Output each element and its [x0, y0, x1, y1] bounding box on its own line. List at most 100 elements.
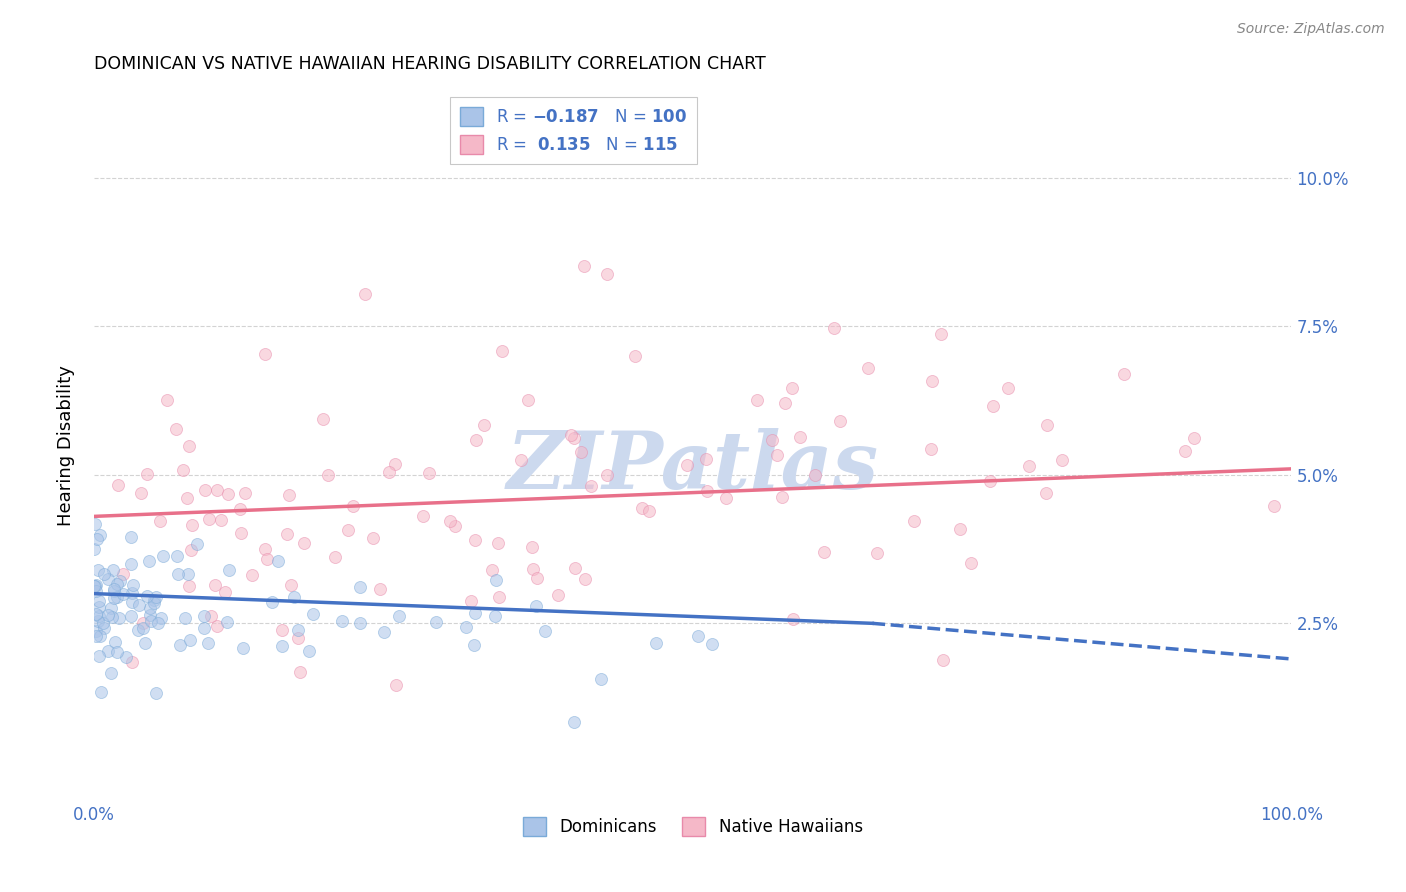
Point [253, 541, 276, 556]
Point [280, 577, 302, 591]
Point [560, 428, 582, 442]
Point [86, 614, 108, 628]
Point [138, 554, 160, 568]
Point [101, 610, 124, 624]
Point [186, 537, 208, 551]
Point [562, 431, 585, 445]
Point [460, 594, 482, 608]
Point [645, 636, 668, 650]
Point [564, 561, 586, 575]
Point [770, 490, 793, 504]
Point [174, 611, 197, 625]
Point [562, 715, 585, 730]
Point [122, 578, 145, 592]
Point [107, 478, 129, 492]
Point [388, 609, 411, 624]
Point [465, 433, 488, 447]
Point [132, 616, 155, 631]
Point [302, 607, 325, 621]
Point [111, 566, 134, 581]
Point [214, 585, 236, 599]
Point [145, 590, 167, 604]
Point [194, 483, 217, 497]
Point [271, 623, 294, 637]
Text: ZIPatlas: ZIPatlas [506, 428, 879, 505]
Point [323, 549, 346, 564]
Point [463, 638, 485, 652]
Point [256, 551, 278, 566]
Point [349, 616, 371, 631]
Point [84, 607, 107, 621]
Point [89, 629, 111, 643]
Point [84, 624, 107, 639]
Point [217, 487, 239, 501]
Point [120, 530, 142, 544]
Point [596, 467, 619, 482]
Point [176, 491, 198, 506]
Point [127, 623, 149, 637]
Point [104, 635, 127, 649]
Point [520, 540, 543, 554]
Point [638, 504, 661, 518]
Point [342, 499, 364, 513]
Point [83, 579, 105, 593]
Point [981, 399, 1004, 413]
Point [169, 638, 191, 652]
Point [596, 268, 619, 282]
Point [172, 463, 194, 477]
Point [84, 579, 107, 593]
Point [960, 556, 983, 570]
Point [789, 429, 811, 443]
Point [205, 483, 228, 497]
Point [218, 563, 240, 577]
Point [979, 475, 1001, 489]
Point [89, 528, 111, 542]
Point [84, 583, 107, 598]
Point [229, 501, 252, 516]
Point [143, 593, 166, 607]
Point [100, 601, 122, 615]
Point [179, 632, 201, 647]
Point [93, 567, 115, 582]
Point [97, 607, 120, 622]
Point [283, 591, 305, 605]
Legend: Dominicans, Native Hawaiians: Dominicans, Native Hawaiians [516, 811, 869, 843]
Point [368, 582, 391, 597]
Point [336, 523, 359, 537]
Point [780, 381, 803, 395]
Point [1174, 444, 1197, 458]
Point [121, 585, 143, 599]
Point [83, 516, 105, 531]
Point [129, 486, 152, 500]
Point [200, 608, 222, 623]
Point [484, 609, 506, 624]
Point [254, 347, 277, 361]
Point [101, 563, 124, 577]
Point [167, 566, 190, 581]
Point [361, 531, 384, 545]
Point [1018, 458, 1040, 473]
Point [120, 557, 142, 571]
Point [579, 479, 602, 493]
Point [229, 526, 252, 541]
Point [165, 422, 187, 436]
Point [481, 563, 503, 577]
Point [233, 486, 256, 500]
Point [87, 609, 110, 624]
Point [823, 320, 845, 334]
Point [312, 412, 335, 426]
Point [1182, 431, 1205, 445]
Point [949, 522, 972, 536]
Point [534, 624, 557, 639]
Point [209, 513, 232, 527]
Point [425, 615, 447, 629]
Point [624, 349, 647, 363]
Point [574, 572, 596, 586]
Point [93, 621, 115, 635]
Point [121, 595, 143, 609]
Point [128, 599, 150, 613]
Point [1052, 453, 1074, 467]
Point [456, 620, 478, 634]
Point [488, 591, 510, 605]
Point [180, 543, 202, 558]
